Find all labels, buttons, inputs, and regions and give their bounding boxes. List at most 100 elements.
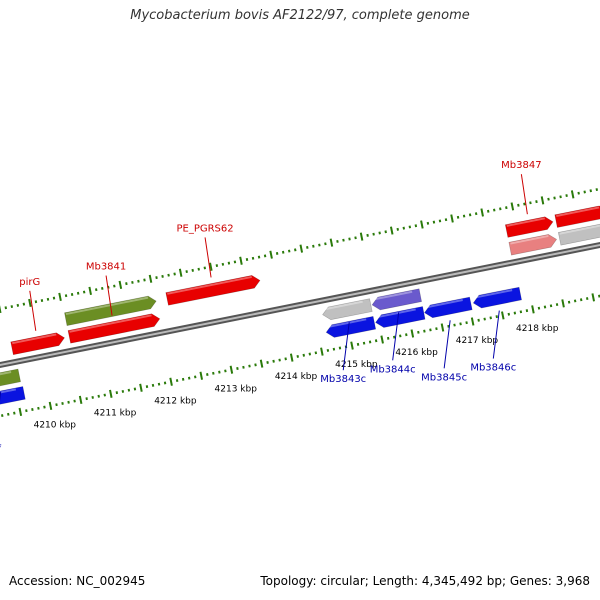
gene-label-leader — [392, 312, 400, 361]
reverse-tick-mark — [429, 328, 432, 332]
forward-tick-mark — [595, 188, 599, 192]
reverse-tick-mark — [248, 364, 251, 368]
forward-tick-mark — [101, 286, 104, 290]
tick-label: 4211 kbp — [94, 408, 137, 418]
gene-label-leader — [520, 174, 528, 215]
gene-highlight — [556, 206, 600, 217]
reverse-tick-mark — [567, 300, 571, 304]
backbone-highlight — [0, 243, 600, 367]
forward-tick-mark — [553, 196, 556, 200]
forward-tick-mark — [384, 230, 387, 234]
forward-tick-mark — [540, 196, 545, 205]
reverse-tick-mark — [501, 311, 505, 320]
forward-tick-mark — [342, 238, 345, 242]
reverse-tick-mark — [289, 353, 294, 362]
reverse-tick-mark — [440, 323, 445, 332]
reverse-tick-mark — [435, 327, 438, 331]
reverse-tick-mark — [308, 352, 312, 356]
forward-tick-mark — [336, 239, 339, 243]
forward-tick-mark — [499, 207, 502, 211]
reverse-tick-mark — [302, 353, 306, 357]
reverse-tick-mark — [193, 375, 197, 379]
forward-tick-mark — [414, 224, 418, 228]
forward-tick-mark — [143, 278, 146, 282]
gene-mb3844c — [371, 288, 422, 311]
gene-mb3841 — [67, 313, 161, 344]
reverse-tick-mark — [423, 329, 426, 333]
gene-label-layer: pirG Mb3841 PE_PGRS62 Mb3843c Mb3844c Mb3845c… — [0, 160, 542, 455]
gene-highlight — [65, 296, 149, 316]
forward-tick-mark — [215, 264, 219, 268]
accession-text: Accession: NC_002945 — [9, 574, 146, 588]
reverse-tick-mark — [115, 391, 119, 395]
reverse-tick-mark — [386, 336, 390, 340]
reverse-tick-mark — [212, 371, 215, 375]
gene-highlight — [424, 299, 463, 309]
gene-highlight — [559, 224, 600, 235]
reverse-tick-mark — [513, 311, 517, 315]
reverse-tick-mark — [229, 365, 234, 374]
forward-tick-mark — [118, 280, 123, 289]
gene-highlight — [510, 234, 549, 245]
forward-tick-mark — [185, 270, 188, 274]
reverse-tick-mark — [85, 397, 88, 401]
gene-label: Mb3845c — [421, 372, 467, 383]
forward-tick-mark — [456, 215, 460, 219]
gene-label-leader — [492, 310, 500, 359]
genome-backbone — [0, 241, 600, 369]
reverse-tick-mark — [495, 315, 498, 319]
reverse-tick-mark — [573, 299, 577, 303]
reverse-tick-mark — [507, 312, 511, 316]
reverse-tick-mark — [151, 383, 155, 387]
forward-tick-mark — [329, 238, 334, 247]
forward-tick-mark — [209, 262, 213, 271]
forward-tick-mark — [269, 250, 273, 259]
forward-tick-mark — [312, 244, 315, 248]
reverse-tick-mark — [320, 347, 324, 356]
forward-tick-mark — [493, 208, 496, 212]
gene-feature — [64, 295, 157, 326]
gene-label: glf — [0, 444, 1, 455]
forward-tick-mark — [426, 221, 430, 225]
reverse-tick-mark — [483, 317, 486, 321]
gene-mb3845c — [424, 296, 473, 319]
reverse-tick-mark — [314, 351, 318, 355]
reverse-tick-mark — [405, 333, 408, 337]
forward-tick-mark — [161, 274, 164, 278]
gene-feature — [325, 316, 377, 338]
forward-tick-mark — [468, 213, 472, 217]
forward-tick-mark — [148, 274, 153, 283]
gene-highlight — [0, 370, 12, 376]
gene-label: pirG — [19, 277, 40, 288]
gene-label-leader — [443, 320, 451, 369]
reverse-tick-mark — [145, 385, 149, 389]
forward-tick-mark — [167, 273, 170, 277]
gene-label: Mb3846c — [470, 363, 516, 374]
reverse-tick-mark — [374, 339, 378, 343]
reverse-tick-mark — [447, 324, 450, 328]
reverse-tick-mark — [332, 347, 336, 351]
forward-tick-mark — [263, 254, 267, 258]
forward-tick-mark — [408, 225, 412, 229]
forward-tick-mark — [396, 227, 399, 231]
forward-tick-mark — [233, 260, 237, 264]
reverse-tick-mark — [175, 379, 179, 383]
gene-mb3847 — [504, 216, 554, 238]
reverse-tick-mark — [97, 394, 100, 398]
reverse-tick-mark — [91, 395, 94, 399]
reverse-tick-mark — [272, 359, 275, 363]
reverse-tick-mark — [296, 354, 299, 358]
forward-tick-mark — [76, 291, 80, 295]
forward-tick-mark — [155, 276, 158, 280]
forward-tick-mark — [565, 194, 568, 198]
gene-feature — [554, 205, 600, 228]
reverse-tick-mark — [133, 387, 137, 391]
forward-tick-mark — [535, 200, 538, 204]
reverse-tick-mark — [278, 358, 281, 362]
forward-tick-mark — [125, 282, 128, 286]
gene-layer — [0, 205, 600, 405]
reverse-tick-mark — [338, 346, 342, 350]
forward-tick-mark — [22, 302, 26, 306]
forward-tick-mark — [227, 261, 231, 265]
reverse-tick-mark — [224, 369, 227, 373]
